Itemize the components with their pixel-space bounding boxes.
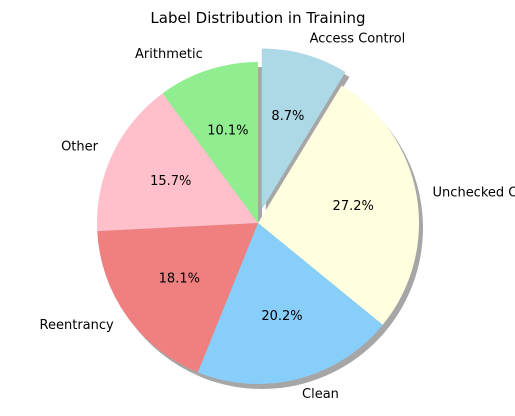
category-label-clean: Clean — [302, 387, 339, 402]
slice-access-control — [261, 48, 346, 210]
category-label-reentrancy: Reentrancy — [40, 318, 114, 333]
slice-unchecked-calls — [258, 85, 419, 325]
percent-label-access-control: 8.7% — [271, 109, 304, 124]
labels: Access Control 8.7% Unchecked Calls 27.2% Cl… — [40, 31, 515, 402]
percent-label-reentrancy: 18.1% — [159, 272, 200, 287]
category-label-other: Other — [61, 140, 99, 155]
percent-label-unchecked-calls: 27.2% — [333, 199, 374, 214]
chart-title: Label Distribution in Training — [150, 9, 365, 27]
percent-label-clean: 20.2% — [261, 309, 302, 324]
category-label-unchecked-calls: Unchecked Calls — [433, 186, 515, 201]
slice-reentrancy — [97, 223, 259, 373]
slice-arithmetic — [162, 62, 258, 223]
slice-clean — [197, 223, 383, 385]
percent-label-arithmetic: 10.1% — [207, 124, 248, 139]
slices — [97, 48, 419, 385]
category-label-access-control: Access Control — [310, 31, 406, 46]
slice-other — [97, 93, 258, 232]
percent-label-other: 15.7% — [150, 174, 191, 189]
category-label-arithmetic: Arithmetic — [135, 47, 203, 62]
